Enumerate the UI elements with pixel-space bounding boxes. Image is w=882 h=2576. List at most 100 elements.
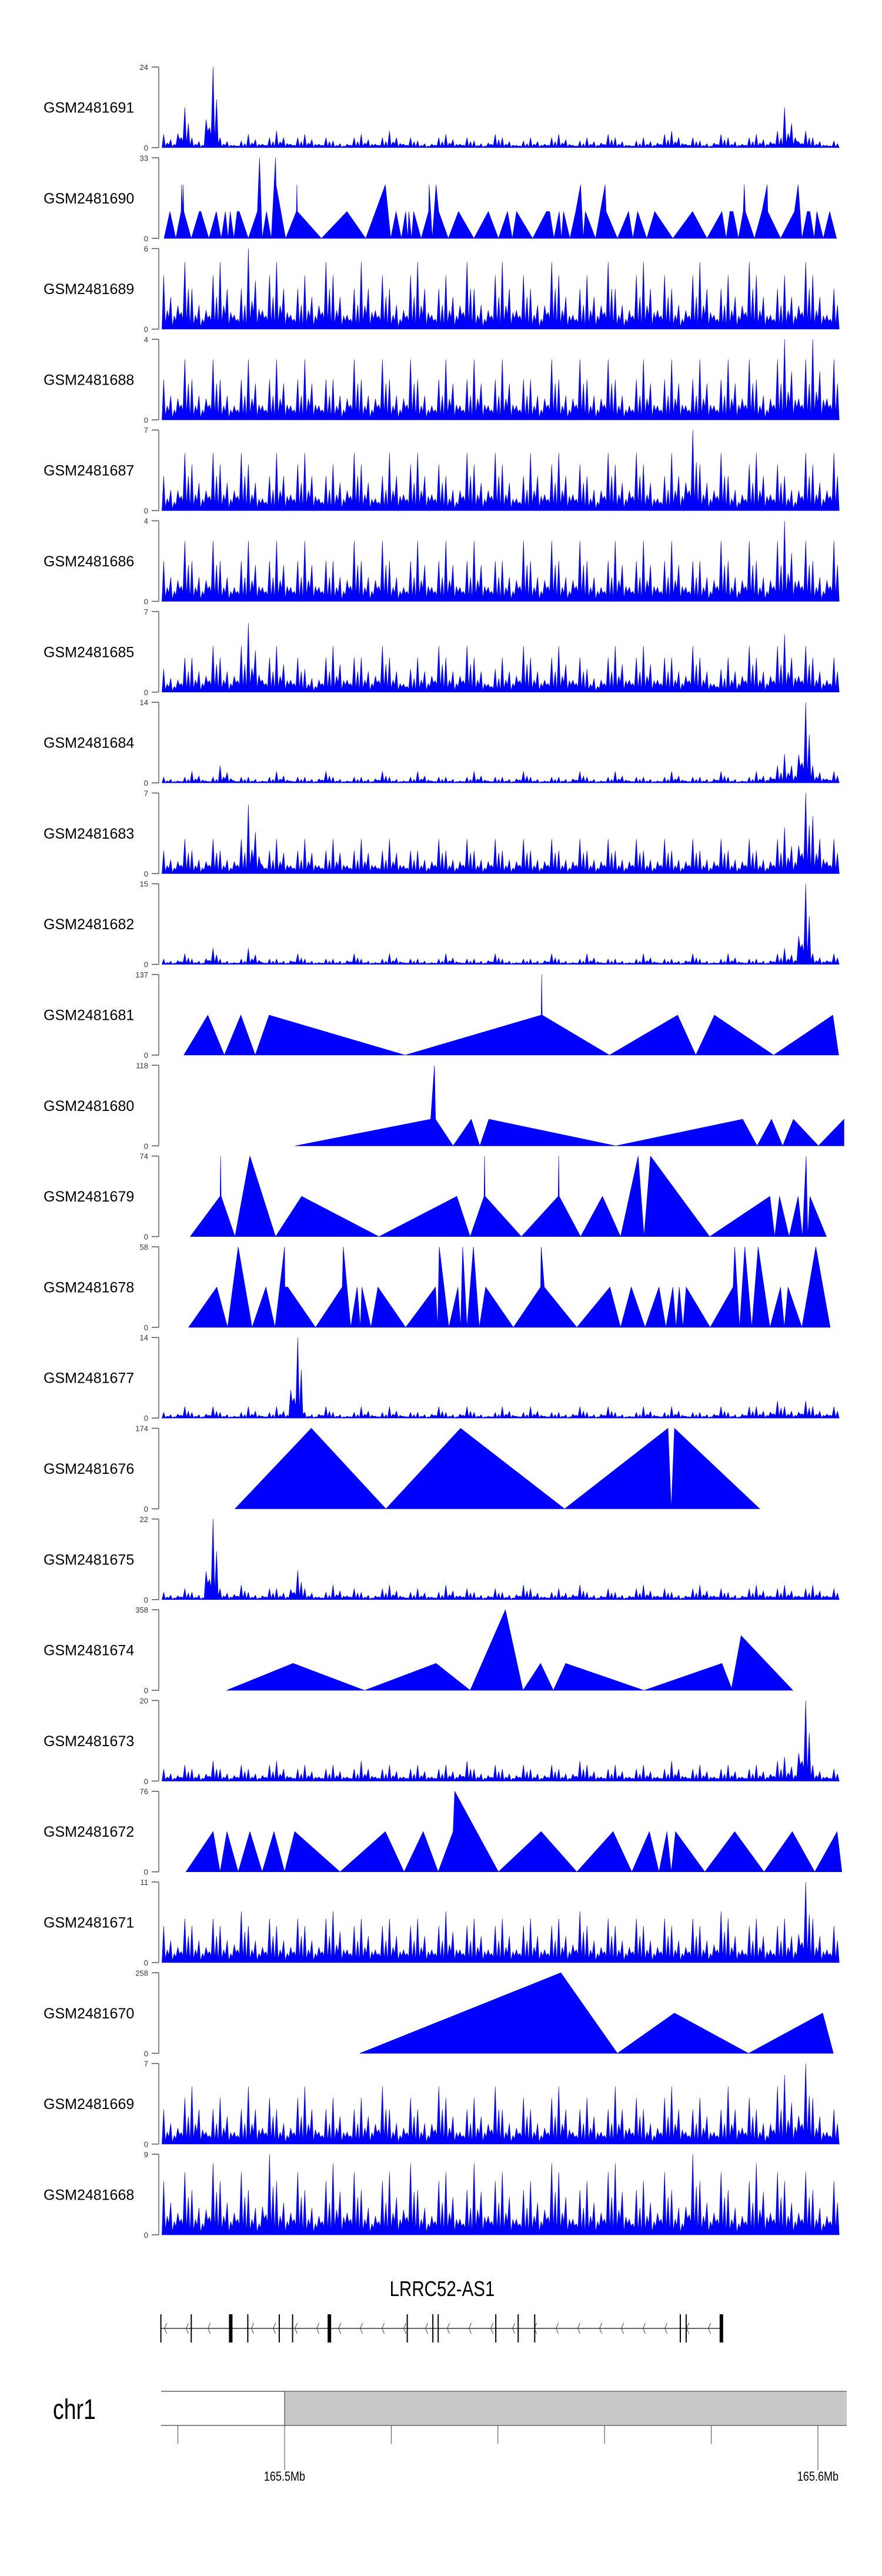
track-gsm2481689: GSM2481689 6 0 <box>44 245 840 334</box>
track-label: GSM2481674 <box>44 1643 134 1659</box>
signal-area <box>189 1155 827 1237</box>
track-gsm2481674: GSM2481674 358 0 <box>44 1606 794 1695</box>
strand-arrow-icon <box>664 2323 668 2334</box>
strand-arrow-icon <box>708 2323 711 2334</box>
strand-arrow-icon <box>316 2323 320 2334</box>
strand-arrow-icon <box>403 2323 407 2334</box>
y-axis-max-label: 33 <box>140 154 148 162</box>
y-axis-min-label: 0 <box>144 960 148 969</box>
chromosome-ideogram: chr1 <box>53 2391 847 2426</box>
axis-label: 165.6Mb <box>797 2470 838 2484</box>
y-axis-min-label: 0 <box>144 506 148 515</box>
strand-arrow-icon <box>360 2323 363 2334</box>
track-label: GSM2481678 <box>44 1279 134 1296</box>
track-label: GSM2481676 <box>44 1461 134 1477</box>
track-label: GSM2481673 <box>44 1733 134 1750</box>
track-gsm2481670: GSM2481670 258 0 <box>44 1968 834 2058</box>
signal-area <box>162 248 840 329</box>
y-axis-min-label: 0 <box>144 1323 148 1332</box>
signal-area <box>234 1427 760 1509</box>
y-axis-min-label: 0 <box>144 2140 148 2149</box>
y-axis-max-label: 4 <box>144 335 148 344</box>
y-axis-min-label: 0 <box>144 1958 148 1967</box>
track-label: GSM2481684 <box>44 735 134 752</box>
y-axis-min-label: 0 <box>144 234 148 243</box>
track-label: GSM2481670 <box>44 2006 134 2022</box>
track-label: GSM2481685 <box>44 644 134 660</box>
signal-area <box>162 2154 840 2235</box>
track-label: GSM2481690 <box>44 191 134 207</box>
signal-area <box>162 1519 840 1600</box>
signal-area <box>162 339 840 421</box>
track-label: GSM2481687 <box>44 463 134 479</box>
track-gsm2481680: GSM2481680 118 0 <box>44 1061 844 1150</box>
y-axis-min-label: 0 <box>144 1596 148 1604</box>
track-gsm2481675: GSM2481675 22 0 <box>44 1515 840 1604</box>
track-gsm2481676: GSM2481676 174 0 <box>44 1424 760 1514</box>
track-gsm2481678: GSM2481678 58 0 <box>44 1243 831 1332</box>
strand-arrow-icon <box>469 2323 472 2334</box>
strand-arrow-icon <box>643 2323 646 2334</box>
track-gsm2481672: GSM2481672 76 0 <box>44 1787 843 1877</box>
y-axis-max-label: 7 <box>144 426 148 435</box>
y-axis-max-label: 358 <box>135 1606 148 1614</box>
track-gsm2481685: GSM2481685 7 0 <box>44 608 840 697</box>
y-axis-min-label: 0 <box>144 688 148 697</box>
gene-track: LRRC52-AS1 <box>160 2277 723 2343</box>
y-axis-max-label: 258 <box>135 1968 148 1977</box>
strand-arrow-icon <box>251 2323 255 2334</box>
signal-area <box>162 520 840 602</box>
y-axis-min-label: 0 <box>144 1868 148 1877</box>
y-axis-min-label: 0 <box>144 1142 148 1150</box>
track-label: GSM2481688 <box>44 372 134 388</box>
y-axis-min-label: 0 <box>144 1051 148 1060</box>
strand-arrow-icon <box>447 2323 450 2334</box>
track-label: GSM2481677 <box>44 1370 134 1387</box>
signal-area <box>359 1972 834 2054</box>
signal-area <box>162 793 840 874</box>
gene-label: LRRC52-AS1 <box>390 2277 495 2300</box>
signal-area <box>161 883 840 965</box>
y-axis-max-label: 24 <box>140 63 148 72</box>
signal-area <box>162 66 840 148</box>
track-gsm2481684: GSM2481684 14 0 <box>44 698 840 788</box>
track-gsm2481690: GSM2481690 33 0 <box>44 154 837 243</box>
band-1 <box>161 2391 285 2425</box>
y-axis-max-label: 7 <box>144 789 148 798</box>
y-axis-max-label: 76 <box>140 1787 148 1796</box>
track-gsm2481681: GSM2481681 137 0 <box>44 970 839 1060</box>
y-axis-min-label: 0 <box>144 779 148 788</box>
band-2 <box>285 2391 847 2425</box>
signal-area <box>161 702 840 783</box>
track-gsm2481679: GSM2481679 74 0 <box>44 1152 827 1242</box>
track-gsm2481691: GSM2481691 24 0 <box>44 63 840 152</box>
y-axis-max-label: 74 <box>140 1152 148 1161</box>
strand-arrow-icon <box>295 2323 298 2334</box>
y-axis-max-label: 20 <box>140 1696 148 1705</box>
y-axis-min-label: 0 <box>144 2049 148 2058</box>
strand-arrow-icon <box>621 2323 624 2334</box>
y-axis-max-label: 7 <box>144 608 148 616</box>
track-label: GSM2481691 <box>44 100 134 116</box>
y-axis-max-label: 7 <box>144 2060 148 2068</box>
strand-arrow-icon <box>208 2323 211 2334</box>
track-label: GSM2481669 <box>44 2096 134 2113</box>
signal-area <box>185 1790 843 1873</box>
signal-area <box>162 623 840 693</box>
track-gsm2481687: GSM2481687 7 0 <box>44 426 840 515</box>
track-label: GSM2481680 <box>44 1098 134 1115</box>
y-axis-max-label: 58 <box>140 1243 148 1252</box>
signal-area <box>163 158 837 239</box>
y-axis-max-label: 22 <box>140 1515 148 1524</box>
track-label: GSM2481675 <box>44 1551 134 1568</box>
y-axis-min-label: 0 <box>144 325 148 334</box>
track-gsm2481682: GSM2481682 15 0 <box>44 880 840 969</box>
y-axis-max-label: 14 <box>140 698 148 707</box>
signal-area <box>226 1609 794 1691</box>
y-axis-max-label: 15 <box>140 880 148 889</box>
track-label: GSM2481671 <box>44 1915 134 1931</box>
track-gsm2481686: GSM2481686 4 0 <box>44 517 840 606</box>
signal-area <box>295 1065 844 1147</box>
track-gsm2481671: GSM2481671 11 0 <box>44 1878 840 1967</box>
